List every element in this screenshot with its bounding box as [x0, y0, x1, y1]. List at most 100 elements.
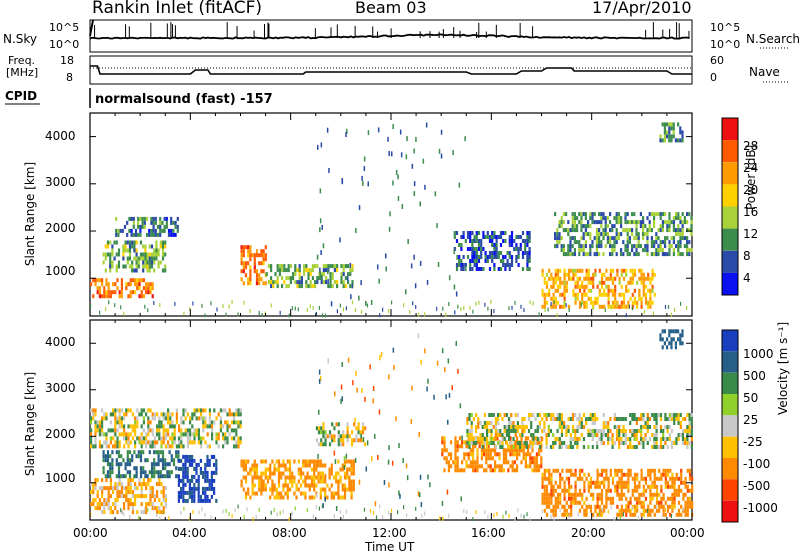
power-cell: [674, 138, 677, 143]
velocity-cell: [469, 464, 472, 469]
velocity-cell: [153, 470, 156, 475]
power-cell: [659, 224, 662, 229]
power-cell: [104, 256, 107, 261]
velocity-cell: [505, 441, 508, 445]
velocity-cell: [142, 450, 145, 455]
power-cell: [510, 259, 514, 263]
power-cell: [580, 212, 583, 217]
power-cell: [521, 251, 525, 255]
velocity-cell: [653, 441, 656, 445]
velocity-cell: [604, 433, 608, 437]
power-cell: [644, 292, 648, 297]
velocity-cell: [516, 448, 519, 453]
velocity-cell: [677, 512, 681, 517]
velocity-cell: [680, 468, 683, 473]
velocity-cell: [147, 428, 150, 433]
power-cell: [495, 247, 498, 251]
power-cell: [118, 290, 121, 295]
power-cell: [626, 220, 629, 225]
power-cell: [524, 239, 527, 243]
velocity-cell: [324, 442, 327, 447]
velocity-cell: [161, 450, 165, 455]
velocity-cell: [346, 438, 349, 443]
velocity-cell: [277, 459, 281, 464]
power-cell: [659, 228, 662, 233]
velocity-cell: [109, 470, 112, 475]
power-cell: [644, 300, 648, 305]
power-cell: [651, 276, 654, 281]
velocity-cell: [512, 437, 515, 441]
velocity-cell: [671, 508, 674, 513]
xtick-2000: 20:00: [571, 526, 606, 540]
velocity-cell: [242, 463, 245, 468]
velocity-cell: [620, 417, 623, 421]
power-cell: [135, 256, 138, 261]
velocity-speck: [568, 514, 570, 519]
velocity-cell: [177, 482, 180, 487]
power-cell: [677, 252, 680, 257]
power-cell: [253, 269, 256, 274]
velocity-cell: [614, 484, 617, 489]
velocity-cell: [633, 480, 637, 485]
velocity-cell: [105, 498, 108, 503]
velocity-cell: [664, 468, 667, 473]
velocity-cell: [235, 412, 238, 417]
velocity-cell: [666, 417, 669, 421]
velocity-cell: [581, 468, 584, 473]
velocity-cell: [567, 417, 570, 421]
velocity-cell: [581, 504, 584, 509]
velocity-cell: [123, 424, 126, 429]
velocity-cell: [109, 474, 112, 479]
power-ytick-3000: 3000: [45, 175, 76, 189]
freq-tick-top-left: 18: [60, 54, 74, 67]
velocity-cell: [208, 458, 211, 463]
power-cell: [281, 276, 284, 281]
power-speck: [105, 307, 107, 312]
velocity-cell: [668, 333, 671, 338]
power-cell: [543, 280, 546, 285]
power-cell: [253, 265, 256, 270]
velocity-speck: [288, 517, 290, 522]
velocity-cell: [677, 421, 680, 425]
power-cell: [628, 240, 631, 245]
velocity-cell: [164, 486, 167, 491]
power-cell: [620, 216, 623, 221]
velocity-cell: [644, 425, 647, 429]
velocity-cell: [620, 504, 623, 509]
velocity-speck: [358, 479, 361, 485]
velocity-cell: [206, 424, 209, 429]
power-cell: [276, 276, 279, 281]
power-cell: [554, 236, 557, 241]
power-cell: [139, 252, 143, 257]
velocity-cell: [554, 508, 557, 513]
velocity-cell: [499, 445, 502, 449]
velocity-cell: [607, 429, 610, 433]
velocity-speck: [426, 386, 428, 392]
velocity-cell: [611, 437, 614, 441]
velocity-cell: [618, 429, 621, 433]
velocity-cell: [487, 452, 490, 457]
velocity-cell: [530, 441, 533, 445]
power-cell: [554, 268, 557, 273]
velocity-cell: [502, 448, 505, 453]
power-cell: [570, 276, 573, 281]
velocity-cell: [127, 478, 130, 483]
velocity-cell: [112, 490, 115, 495]
power-speck: [680, 301, 682, 306]
power-cell: [561, 304, 564, 309]
power-cell: [114, 290, 117, 295]
velocity-cell: [191, 494, 194, 499]
velocity-cell: [191, 424, 194, 429]
power-speck: [377, 127, 380, 133]
power-cell: [135, 252, 138, 257]
velocity-cell: [273, 471, 276, 476]
power-cell: [649, 300, 652, 305]
power-cell: [583, 288, 586, 293]
power-speck: [397, 195, 400, 201]
power-cell: [462, 263, 465, 267]
velocity-cell: [474, 468, 477, 473]
velocity-cell: [172, 462, 176, 467]
power-cell: [635, 244, 638, 249]
velocity-cell: [115, 450, 118, 455]
velocity-cell: [690, 445, 693, 449]
